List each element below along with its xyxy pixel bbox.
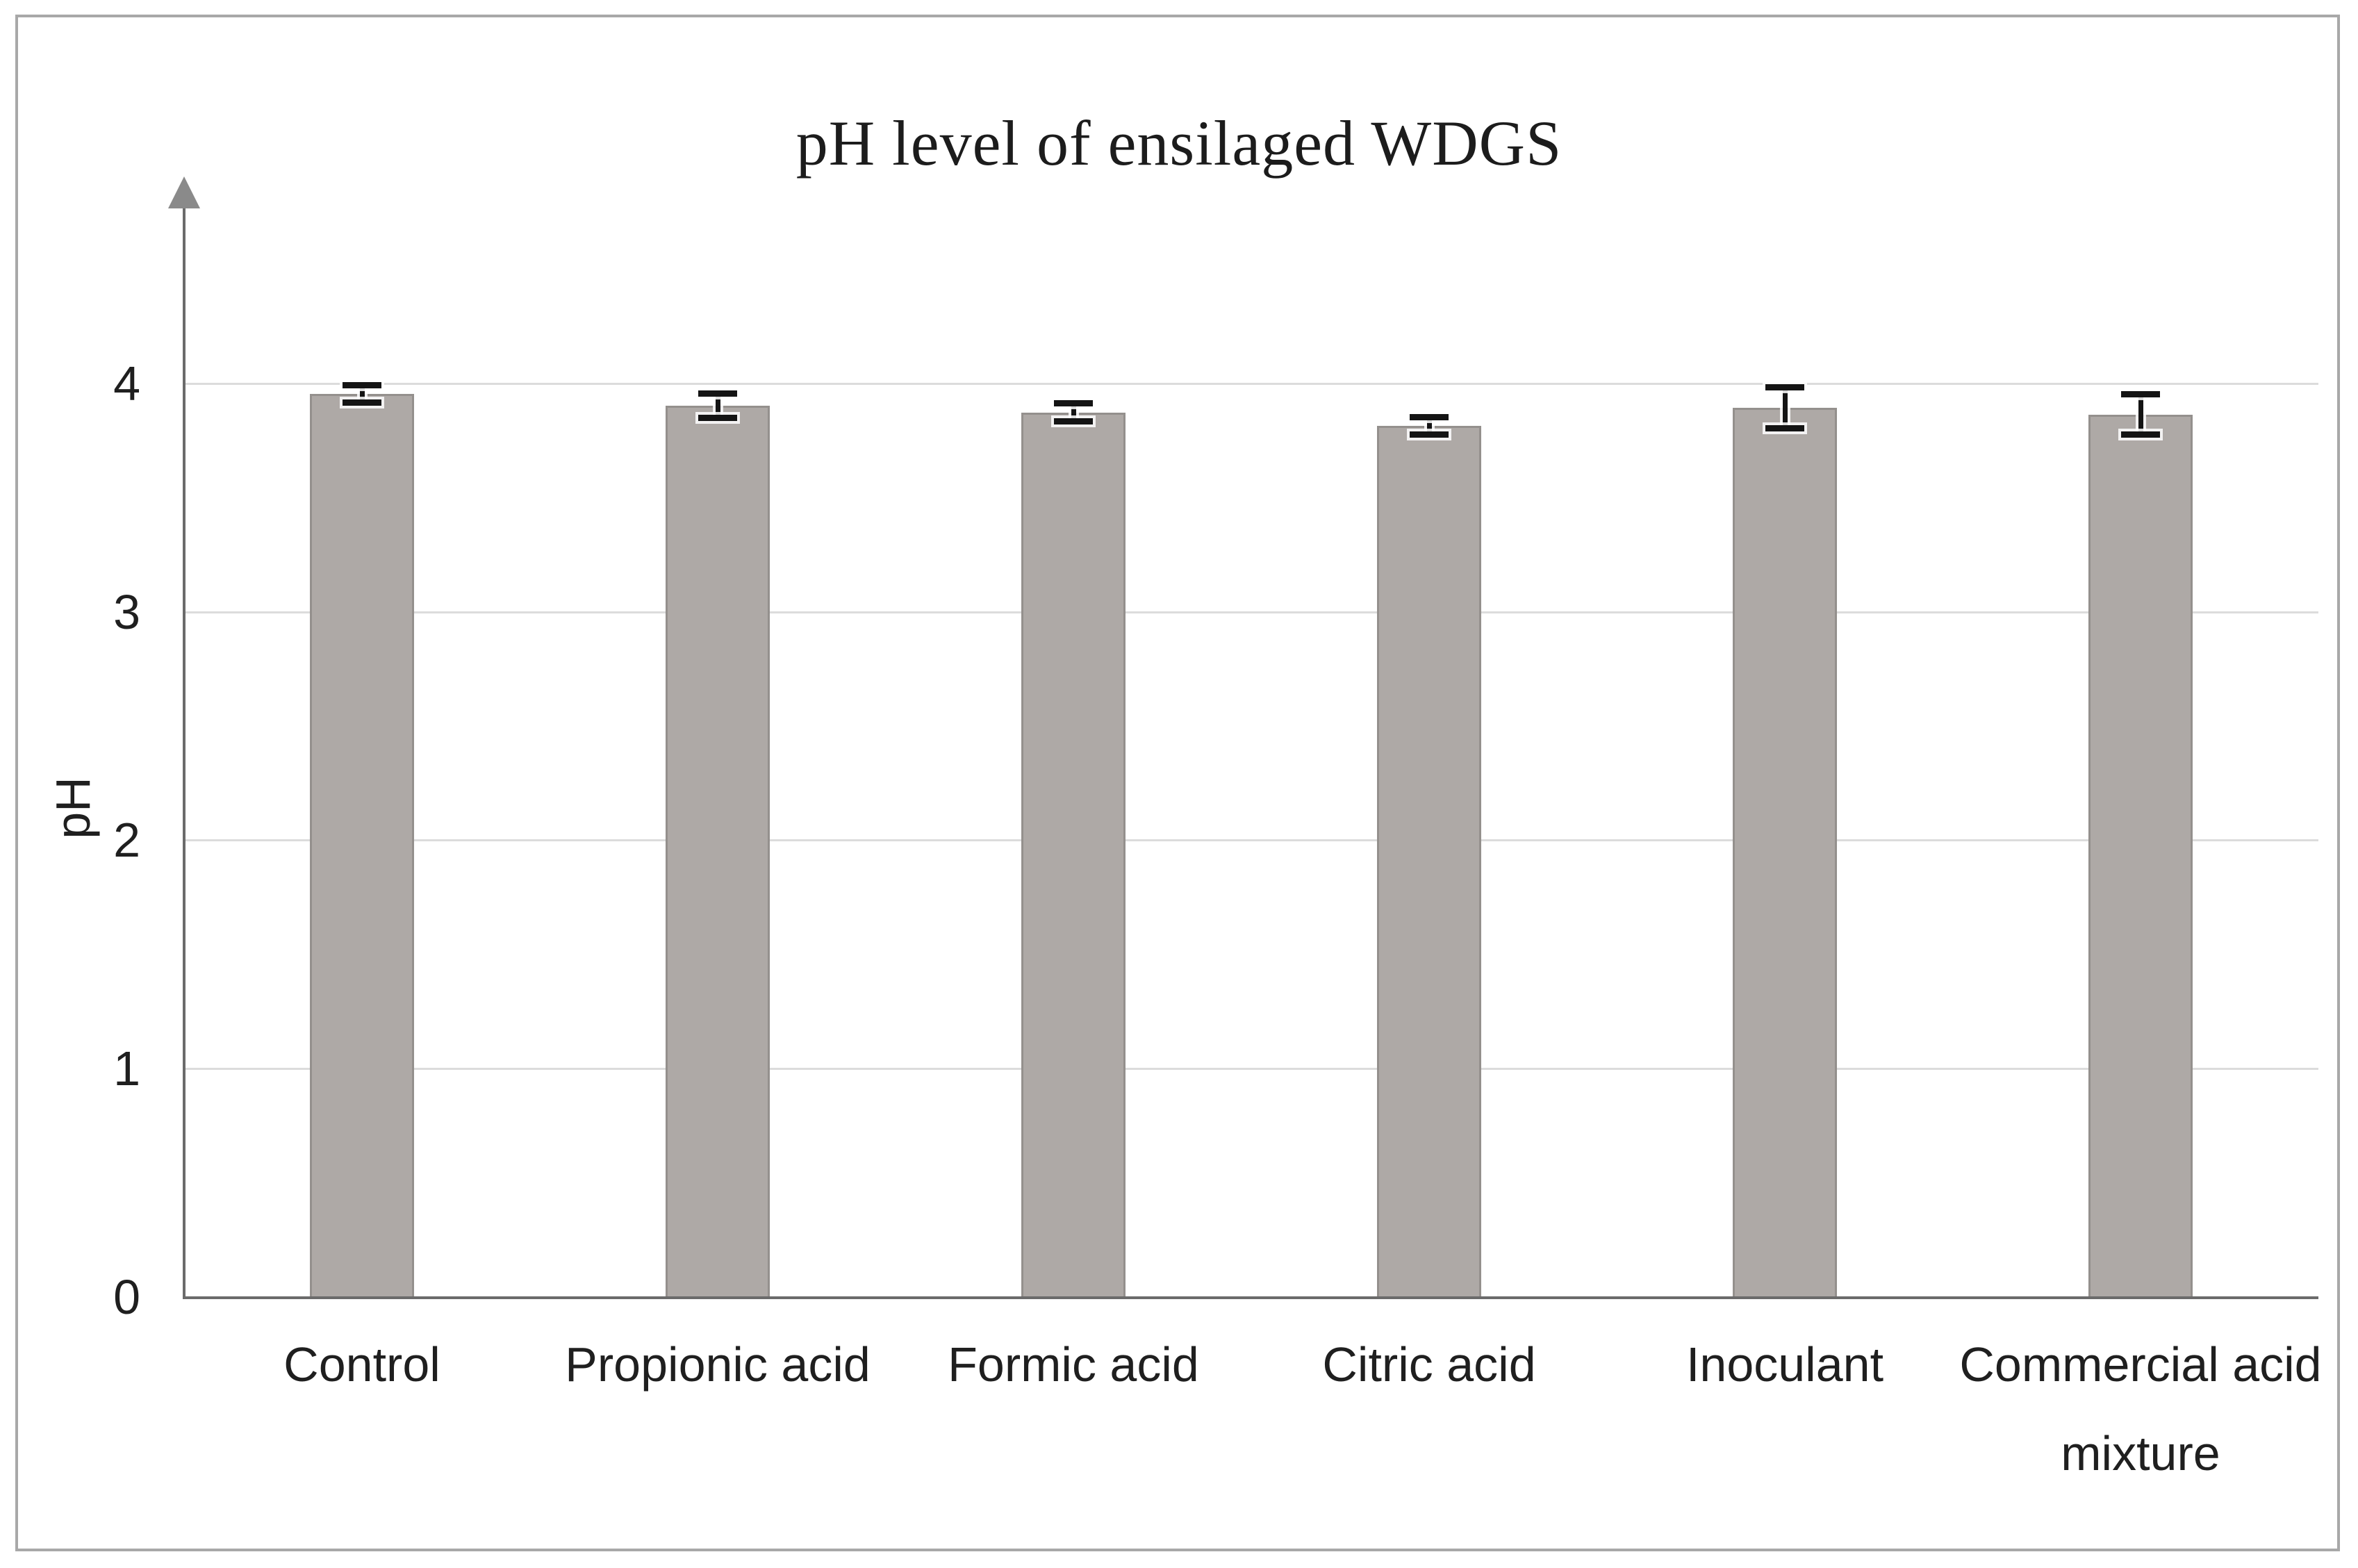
error-bar [359,385,365,404]
y-tick-label: 1 [113,1041,140,1096]
y-tick-label: 4 [113,356,140,411]
category-label: Formic acid [948,1337,1199,1392]
error-bar-cap [2121,431,2160,438]
chart-title: pH level of ensilaged WDGS [795,108,1563,179]
error-bar-cap [1054,418,1093,424]
y-axis-line [183,206,185,1299]
error-bar-cap [1765,424,1804,431]
x-axis-line [184,1296,2318,1299]
error-bar [1071,403,1076,422]
error-bar-cap [698,390,737,397]
error-bar-cap [1765,384,1804,391]
figure-border [15,15,2340,1551]
bar [1021,412,1126,1296]
bar [1733,407,1837,1296]
bar [2088,414,2193,1296]
category-label: Commercial acid mixture [1959,1337,2322,1480]
y-tick-label: 0 [113,1270,140,1324]
category-label: Control [283,1337,440,1392]
bar [310,394,414,1296]
category-label: Citric acid [1322,1337,1536,1392]
y-tick-label: 3 [113,584,140,639]
error-bar-cap [1410,431,1449,438]
gridline [184,382,2318,385]
bar [1377,426,1481,1296]
y-axis-arrow-icon [168,176,200,208]
error-bar-cap [1054,400,1093,407]
gridline [184,1068,2318,1071]
error-bar [2138,394,2143,436]
error-bar [715,393,720,418]
category-label: Inoculant [1685,1337,1884,1392]
category-label: Propionic acid [565,1337,871,1392]
error-bar [1426,417,1432,436]
error-bar-cap [343,382,381,389]
gridline [184,611,2318,613]
error-bar-cap [2121,391,2160,398]
error-bar-cap [343,399,381,406]
bar [666,405,770,1296]
error-bar-cap [698,414,737,421]
y-tick-label: 2 [113,813,140,868]
error-bar-cap [1410,414,1449,421]
gridline [184,839,2318,842]
error-bar [1782,387,1788,429]
